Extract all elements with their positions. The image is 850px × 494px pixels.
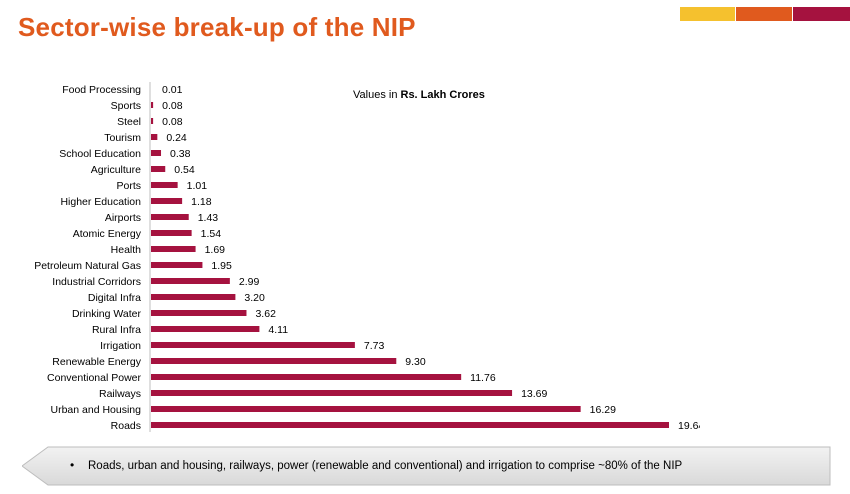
- value-label: 4.11: [268, 324, 288, 336]
- category-label: Industrial Corridors: [52, 276, 141, 288]
- value-label: 19.64: [678, 420, 700, 432]
- category-label: Food Processing: [62, 84, 141, 96]
- bar: [151, 246, 196, 252]
- value-label: 1.54: [201, 228, 222, 240]
- bar: [151, 166, 166, 172]
- category-label: Digital Infra: [88, 292, 141, 304]
- bar: [151, 102, 154, 108]
- category-label: Tourism: [104, 132, 141, 144]
- units-note: Values in Rs. Lakh Crores: [353, 89, 485, 101]
- bar: [151, 342, 355, 348]
- bar: [151, 182, 178, 188]
- brand-accent-orange: [736, 7, 792, 21]
- value-label: 2.99: [239, 276, 260, 288]
- value-label: 11.76: [470, 372, 496, 384]
- footer-callout: [22, 446, 831, 486]
- bar: [151, 310, 247, 316]
- category-label: Roads: [111, 420, 141, 432]
- value-label: 13.69: [521, 388, 547, 400]
- page-title: Sector-wise break-up of the NIP: [18, 12, 416, 42]
- footer-bullet-icon: •: [70, 458, 75, 472]
- bar: [151, 278, 230, 284]
- value-label: 7.73: [364, 340, 385, 352]
- category-label: Higher Education: [60, 196, 141, 208]
- bar: [151, 294, 236, 300]
- bar: [151, 230, 192, 236]
- bar: [151, 86, 153, 92]
- value-label: 1.69: [205, 244, 226, 256]
- category-label: Urban and Housing: [51, 404, 142, 416]
- bar: [151, 134, 158, 140]
- category-label: Petroleum Natural Gas: [34, 260, 141, 272]
- category-label: Steel: [117, 116, 141, 128]
- value-label: 0.08: [162, 116, 183, 128]
- value-label: 1.01: [187, 180, 208, 192]
- bar: [151, 198, 183, 204]
- bar: [151, 326, 260, 332]
- bar: [151, 214, 189, 220]
- bar: [151, 118, 154, 124]
- category-label: Atomic Energy: [73, 228, 142, 240]
- callout-arrow-shape: [22, 446, 831, 486]
- bar-chart: Food Processing 0.01 Sports 0.08 Steel 0.08 To…: [34, 82, 700, 432]
- value-label: 0.01: [162, 84, 183, 96]
- bar: [151, 358, 397, 364]
- units-note-unit: Rs. Lakh Crores: [400, 89, 485, 101]
- value-label: 1.18: [191, 196, 212, 208]
- category-label: Renewable Energy: [52, 356, 141, 368]
- bar: [151, 374, 462, 380]
- category-label: Agriculture: [91, 164, 141, 176]
- value-label: 3.62: [255, 308, 276, 320]
- category-label: Sports: [111, 100, 141, 112]
- bar: [151, 406, 581, 412]
- value-label: 16.29: [590, 404, 616, 416]
- value-label: 9.30: [405, 356, 426, 368]
- value-label: 0.24: [166, 132, 187, 144]
- value-label: 0.38: [170, 148, 191, 160]
- category-label: Railways: [99, 388, 141, 400]
- value-label: 1.43: [198, 212, 219, 224]
- category-label: Airports: [105, 212, 141, 224]
- value-label: 0.08: [162, 100, 183, 112]
- brand-accent-yellow: [680, 7, 735, 21]
- bar: [151, 390, 513, 396]
- category-label: Drinking Water: [72, 308, 142, 320]
- category-label: Rural Infra: [92, 324, 141, 336]
- value-label: 3.20: [244, 292, 265, 304]
- category-label: School Education: [59, 148, 141, 160]
- bar: [151, 422, 669, 428]
- value-label: 0.54: [174, 164, 195, 176]
- category-label: Irrigation: [100, 340, 141, 352]
- category-label: Health: [111, 244, 142, 256]
- category-label: Conventional Power: [47, 372, 141, 384]
- value-label: 1.95: [211, 260, 232, 272]
- category-label: Ports: [116, 180, 141, 192]
- units-note-prefix: Values in: [353, 89, 401, 101]
- footer-note: Roads, urban and housing, railways, powe…: [88, 460, 683, 472]
- bar: [151, 150, 162, 156]
- bar: [151, 262, 203, 268]
- brand-accent-crimson: [793, 7, 850, 21]
